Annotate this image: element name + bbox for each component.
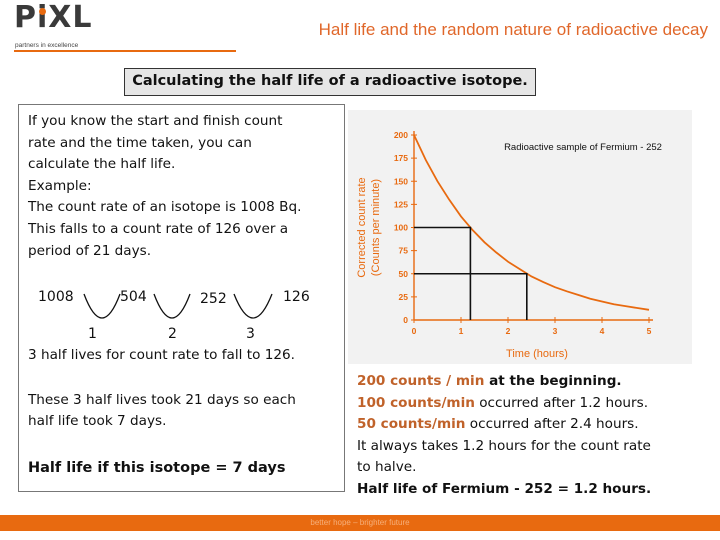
x-axis-label: Time (hours) <box>506 348 568 360</box>
y-tick-label: 0 <box>403 315 408 325</box>
footer-bar <box>0 515 720 531</box>
x-tick-label: 0 <box>412 326 417 336</box>
highlight-value: 50 counts/min <box>357 416 466 433</box>
y-tick-label: 25 <box>399 292 409 302</box>
line-text: occurred after 2.4 hours. <box>465 416 639 433</box>
explanation-line: It always takes 1.2 hours for the count … <box>357 437 651 454</box>
half-life-arcs <box>83 293 273 319</box>
y-axis-label: Corrected count rate <box>356 177 368 277</box>
result-line: Half life if this isotope = 7 days <box>28 460 286 476</box>
chain-value: 504 <box>120 289 147 305</box>
y-tick-label: 75 <box>399 246 409 256</box>
half-lives-line: 3 half lives for count rate to fall to 1… <box>28 347 295 363</box>
decay-graph: Radioactive sample of Fermium - 252 Corr… <box>348 110 692 364</box>
intro-line: calculate the half life. <box>28 156 176 173</box>
explanation-line: to halve. <box>357 459 417 476</box>
pixl-logo: PiXL partners in excellence <box>14 0 104 50</box>
logo-dot-icon <box>39 8 46 15</box>
y-tick-label: 175 <box>394 153 408 163</box>
intro-line: If you know the start and finish count <box>28 113 283 129</box>
conclusion-line: Half life of Fermium - 252 = 1.2 hours. <box>357 480 652 497</box>
took-line: These 3 half lives took 21 days so each <box>28 392 296 408</box>
intro-line: Example: <box>28 177 92 194</box>
explanation-line: 200 counts / min at the beginning. <box>357 371 651 393</box>
step-number: 2 <box>168 326 177 342</box>
half-life-guide-line <box>414 226 472 320</box>
x-tick-label: 2 <box>506 326 511 336</box>
took-line: half life took 7 days. <box>28 413 167 429</box>
intro-line: The count rate of an isotope is 1008 Bq. <box>28 199 302 216</box>
decay-curve <box>413 134 650 311</box>
intro-line: This falls to a count rate of 126 over a <box>28 220 289 237</box>
x-tick-label: 4 <box>600 326 605 336</box>
intro-text: If you know the start and finish count r… <box>28 111 328 262</box>
y-tick-label: 200 <box>394 130 408 140</box>
arc-step-3 <box>233 293 273 319</box>
chain-value: 252 <box>200 291 227 307</box>
intro-line: period of 21 days. <box>28 242 152 259</box>
y-tick-label: 100 <box>394 223 408 233</box>
highlight-value: 100 counts/min <box>357 394 475 411</box>
y-tick-label: 150 <box>394 176 408 186</box>
line-text: at the beginning. <box>484 373 622 389</box>
highlight-value: 200 counts / min <box>357 373 485 389</box>
step-number: 1 <box>88 326 97 342</box>
chain-value: 126 <box>283 289 310 305</box>
footer-text: better hope – brighter future <box>310 518 410 527</box>
half-life-guide-line <box>414 272 528 320</box>
logo-tagline: partners in excellence <box>15 42 79 49</box>
step-number: 3 <box>246 326 255 342</box>
explanation-line: 100 counts/min occurred after 1.2 hours. <box>357 393 651 415</box>
intro-line: rate and the time taken, you can <box>28 134 252 151</box>
explanation-text: 200 counts / min at the beginning. 100 c… <box>357 371 651 501</box>
slide-subtitle: Calculating the half life of a radioacti… <box>124 68 536 96</box>
line-text: occurred after 1.2 hours. <box>474 394 649 411</box>
y-tick-label: 125 <box>394 199 408 209</box>
x-tick-label: 3 <box>553 326 558 336</box>
arc-step-1 <box>83 293 121 319</box>
logo-text: PiXL <box>14 0 93 35</box>
x-tick-label: 1 <box>459 326 464 336</box>
page-title: Half life and the random nature of radio… <box>318 20 708 39</box>
chart-title: Radioactive sample of Fermium - 252 <box>504 142 662 153</box>
chain-value: 1008 <box>38 289 74 305</box>
graph-background <box>348 110 692 364</box>
arc-step-2 <box>153 293 191 319</box>
example-panel <box>18 104 345 492</box>
y-tick-label: 50 <box>399 269 409 279</box>
header-divider <box>14 50 236 52</box>
x-tick-label: 5 <box>647 326 652 336</box>
y-axis-label: (Counts per minute) <box>370 179 382 276</box>
explanation-line: 50 counts/min occurred after 2.4 hours. <box>357 414 651 436</box>
